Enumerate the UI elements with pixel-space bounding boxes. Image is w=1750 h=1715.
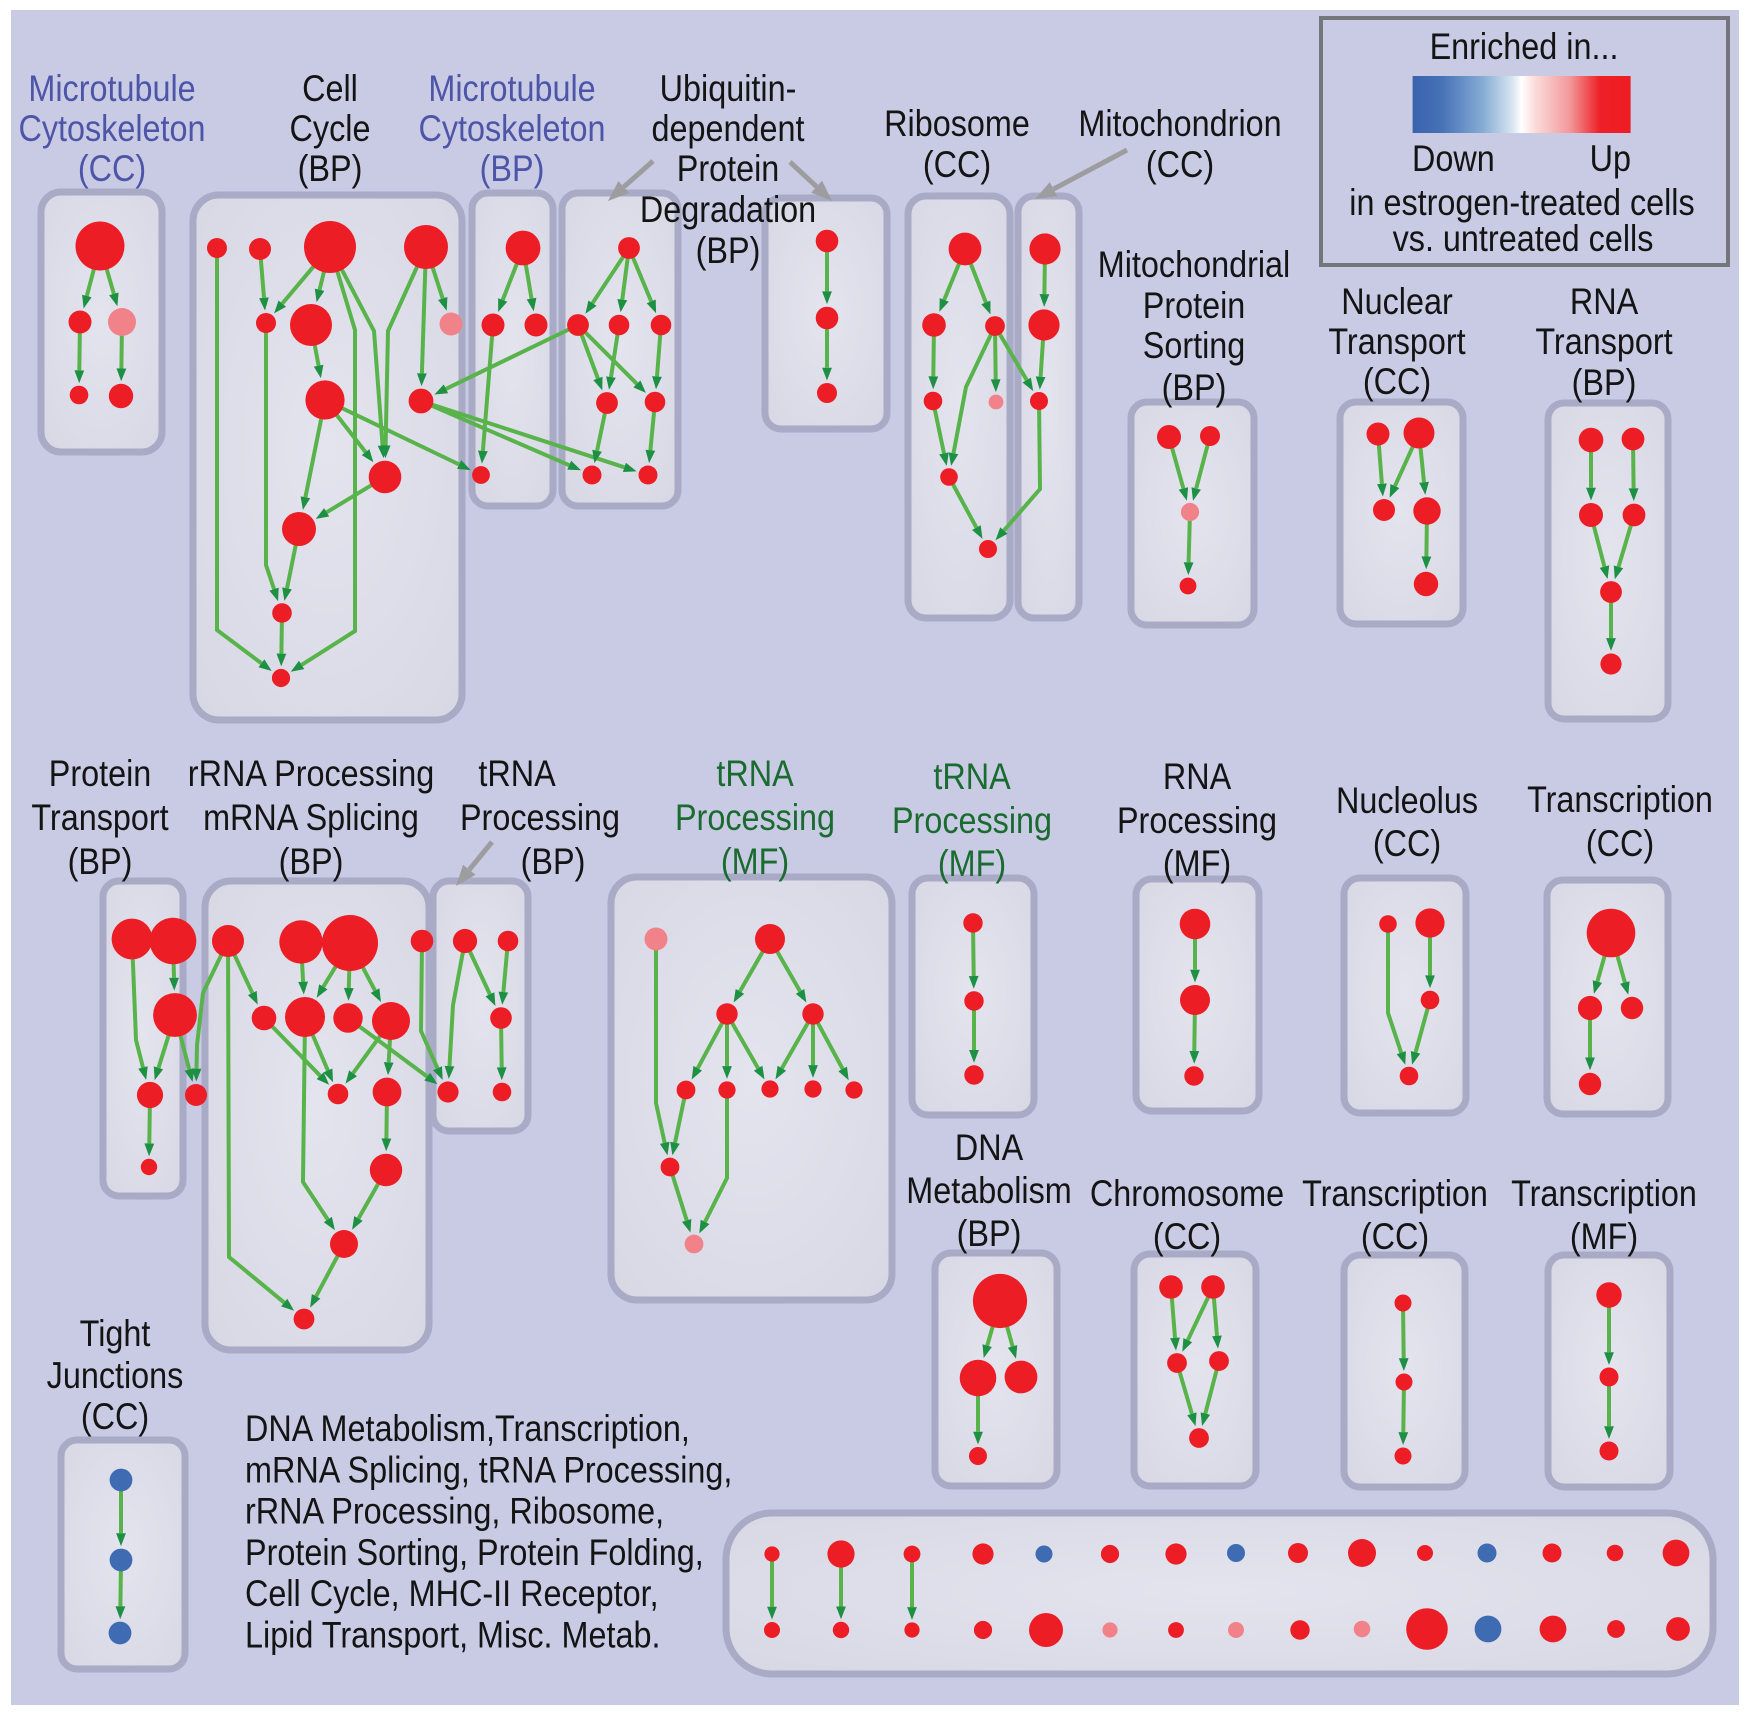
svg-text:Transcription: Transcription bbox=[1527, 780, 1713, 820]
svg-text:Mitochondrial: Mitochondrial bbox=[1098, 245, 1290, 285]
svg-text:(CC): (CC) bbox=[1153, 1217, 1221, 1257]
svg-text:(CC): (CC) bbox=[1361, 1217, 1429, 1257]
svg-text:(CC): (CC) bbox=[78, 149, 146, 189]
svg-text:Junctions: Junctions bbox=[47, 1356, 184, 1396]
svg-text:Tight: Tight bbox=[80, 1314, 151, 1354]
svg-text:Transport: Transport bbox=[1535, 322, 1673, 362]
svg-text:DNA Metabolism,Transcription,: DNA Metabolism,Transcription, bbox=[245, 1409, 690, 1449]
svg-text:Cell: Cell bbox=[302, 69, 358, 109]
svg-text:Nucleolus: Nucleolus bbox=[1336, 781, 1478, 821]
svg-text:in estrogen-treated cells: in estrogen-treated cells bbox=[1349, 183, 1694, 223]
svg-text:Processing: Processing bbox=[892, 801, 1052, 841]
svg-text:Lipid Transport, Misc. Metab.: Lipid Transport, Misc. Metab. bbox=[245, 1616, 660, 1656]
svg-text:Up: Up bbox=[1590, 139, 1631, 179]
svg-text:Cell Cycle, MHC-II Receptor,: Cell Cycle, MHC-II Receptor, bbox=[245, 1574, 659, 1614]
svg-text:Ribosome: Ribosome bbox=[884, 104, 1030, 144]
svg-text:(CC): (CC) bbox=[1586, 824, 1654, 864]
svg-text:mRNA Splicing, tRNA Processing: mRNA Splicing, tRNA Processing, bbox=[245, 1450, 732, 1490]
svg-text:RNA: RNA bbox=[1570, 282, 1639, 322]
svg-text:(MF): (MF) bbox=[1570, 1217, 1638, 1257]
svg-text:Mitochondrion: Mitochondrion bbox=[1078, 104, 1281, 144]
svg-text:(MF): (MF) bbox=[1163, 844, 1231, 884]
svg-text:(MF): (MF) bbox=[721, 842, 789, 882]
svg-text:vs. untreated cells: vs. untreated cells bbox=[1393, 219, 1654, 259]
svg-text:Processing: Processing bbox=[460, 798, 620, 838]
svg-text:Microtubule: Microtubule bbox=[428, 69, 595, 109]
svg-text:RNA: RNA bbox=[1163, 757, 1232, 797]
svg-text:(BP): (BP) bbox=[298, 149, 363, 189]
svg-text:(BP): (BP) bbox=[957, 1214, 1022, 1254]
svg-text:Degradation: Degradation bbox=[640, 190, 816, 230]
svg-text:(CC): (CC) bbox=[1363, 362, 1431, 402]
svg-text:(BP): (BP) bbox=[696, 231, 761, 271]
svg-text:Transcription: Transcription bbox=[1511, 1174, 1697, 1214]
svg-text:DNA: DNA bbox=[955, 1128, 1024, 1168]
svg-text:Metabolism: Metabolism bbox=[906, 1171, 1071, 1211]
svg-text:Protein: Protein bbox=[1143, 286, 1246, 326]
svg-text:Chromosome: Chromosome bbox=[1090, 1174, 1284, 1214]
svg-text:Ubiquitin-: Ubiquitin- bbox=[660, 69, 797, 109]
svg-text:tRNA: tRNA bbox=[716, 754, 794, 794]
svg-text:(CC): (CC) bbox=[81, 1397, 149, 1437]
svg-text:Cytoskeleton: Cytoskeleton bbox=[418, 109, 605, 149]
svg-text:Enriched in...: Enriched in... bbox=[1430, 27, 1619, 67]
svg-text:Processing: Processing bbox=[1117, 801, 1277, 841]
svg-text:mRNA Splicing: mRNA Splicing bbox=[203, 798, 419, 838]
svg-text:Protein: Protein bbox=[49, 754, 152, 794]
svg-text:(BP): (BP) bbox=[1162, 368, 1227, 408]
svg-text:rRNA Processing: rRNA Processing bbox=[188, 754, 434, 794]
svg-text:Protein Sorting, Protein Foldi: Protein Sorting, Protein Folding, bbox=[245, 1533, 704, 1573]
svg-text:dependent: dependent bbox=[652, 109, 805, 149]
svg-text:Processing: Processing bbox=[675, 798, 835, 838]
svg-text:rRNA Processing, Ribosome,: rRNA Processing, Ribosome, bbox=[245, 1492, 664, 1532]
svg-text:Sorting: Sorting bbox=[1143, 326, 1246, 366]
svg-text:Transport: Transport bbox=[1328, 322, 1466, 362]
svg-text:(BP): (BP) bbox=[480, 149, 545, 189]
svg-text:Cycle: Cycle bbox=[290, 109, 371, 149]
svg-text:tRNA: tRNA bbox=[933, 757, 1011, 797]
svg-text:(BP): (BP) bbox=[279, 842, 344, 882]
svg-text:Protein: Protein bbox=[677, 149, 780, 189]
svg-text:Microtubule: Microtubule bbox=[28, 69, 195, 109]
svg-text:(CC): (CC) bbox=[1373, 824, 1441, 864]
svg-text:(CC): (CC) bbox=[1146, 145, 1214, 185]
svg-text:Transcription: Transcription bbox=[1302, 1174, 1488, 1214]
svg-text:(CC): (CC) bbox=[923, 145, 991, 185]
svg-text:(BP): (BP) bbox=[68, 842, 133, 882]
svg-text:Down: Down bbox=[1412, 139, 1495, 179]
svg-text:Transport: Transport bbox=[31, 798, 169, 838]
svg-text:Cytoskeleton: Cytoskeleton bbox=[18, 109, 205, 149]
svg-text:(BP): (BP) bbox=[521, 842, 586, 882]
svg-text:(MF): (MF) bbox=[938, 844, 1006, 884]
svg-text:Nuclear: Nuclear bbox=[1341, 282, 1453, 322]
svg-text:(BP): (BP) bbox=[1572, 363, 1637, 403]
svg-text:tRNA: tRNA bbox=[478, 754, 556, 794]
